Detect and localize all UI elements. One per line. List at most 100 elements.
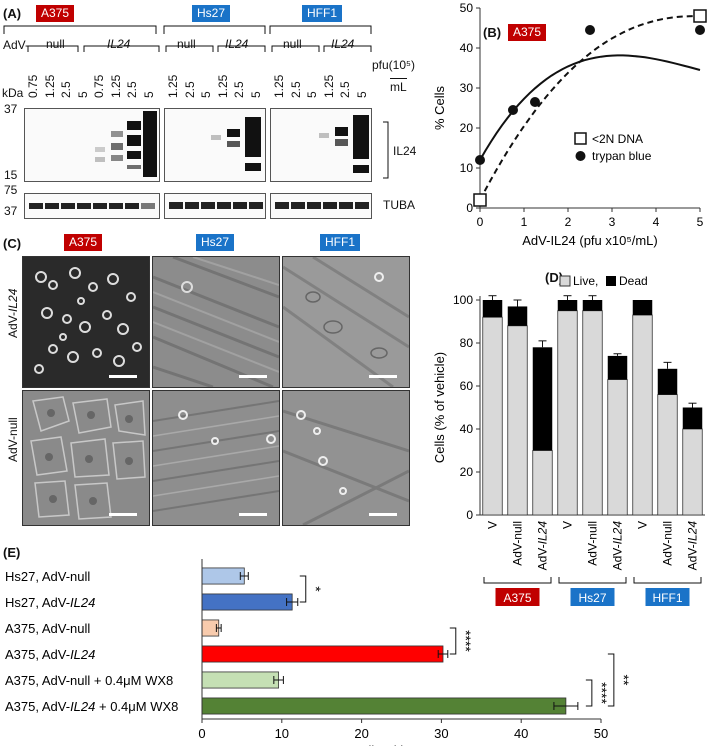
bar: [201, 593, 293, 611]
y-axis-label: % Cells: [432, 85, 447, 130]
tag-hff1: HFF1: [302, 5, 342, 22]
y-axis-label: Cells (% of vehicle): [432, 352, 447, 463]
dose-label: 5: [199, 91, 213, 98]
y-tick-label: 20: [460, 121, 474, 135]
image-hs27-null: [152, 390, 280, 526]
scalebar: [109, 375, 137, 378]
point-2n-dna: [693, 9, 707, 23]
dose-label: 1.25: [272, 74, 286, 98]
scalebar: [369, 375, 397, 378]
category-label: AdV-null: [661, 521, 675, 566]
x-tick-label: 10: [275, 726, 289, 741]
bar-live: [632, 314, 653, 516]
bar-dead: [657, 368, 678, 395]
panel-letter-c: (C): [3, 236, 22, 251]
y-tick-label: 50: [460, 1, 474, 15]
blot-il24-a375: [24, 108, 160, 182]
scalebar: [239, 375, 267, 378]
image-a375-null: [22, 390, 150, 526]
significance-bracket: [607, 653, 615, 707]
x-tick-label: 50: [594, 726, 608, 741]
x-tick-label: 30: [434, 726, 448, 741]
legend-label-dead: Dead: [619, 274, 648, 288]
dose-label: 1.25: [166, 74, 180, 98]
bar-live: [557, 310, 578, 516]
bar-live: [532, 450, 553, 516]
cells-hff1-null: [283, 409, 409, 525]
marker-37-top: 37: [4, 102, 18, 116]
significance-label: ****: [458, 630, 474, 652]
bar-dead: [482, 300, 503, 318]
tag-c-a375: A375: [64, 234, 103, 251]
dose-label: 0.75: [26, 74, 40, 98]
category-label: V: [486, 521, 500, 529]
dose-label: 2.5: [232, 81, 246, 98]
group-tag: [570, 588, 615, 606]
dose-label: 1.25: [108, 74, 123, 98]
tag-c-hff1: HFF1: [320, 234, 360, 251]
panel-letter-d: (D): [545, 270, 564, 285]
group-tag-label: A375: [503, 591, 531, 605]
point-trypan-blue: [475, 155, 485, 165]
tuba-bands-hs27: [169, 202, 263, 209]
category-label: AdV-IL24: [611, 521, 625, 571]
dose-label: 2.5: [59, 81, 73, 98]
bar-live: [582, 310, 603, 516]
il24-label-hs27: IL24: [225, 37, 249, 51]
x-tick-label: 5: [697, 215, 704, 229]
category-label: A375, AdV-IL24 + 0.4μM WX8: [5, 699, 178, 714]
tag-hs27: Hs27: [192, 5, 231, 22]
dose-label: 2.5: [338, 81, 352, 98]
category-label: A375, AdV-IL24: [5, 647, 95, 662]
panel-a-brackets: [3, 25, 389, 179]
legend-label-2n-dna: <2N DNA: [592, 132, 643, 146]
unit-line2: mL: [390, 78, 407, 94]
legend-label-trypan-blue: trypan blue: [592, 149, 652, 163]
series-line-2n-dna: [479, 15, 700, 201]
image-a375-il24: [22, 256, 150, 388]
dose-label: 2.5: [182, 81, 197, 98]
chart-b: 0 10 20 30 40 50 0 1 2 3 4 5 AdV-IL24 (pfu x10⁵/mL)%…: [432, 1, 707, 248]
scalebar: [239, 513, 267, 516]
bar-dead: [507, 306, 528, 326]
image-hs27-il24: [152, 256, 280, 388]
significance-bracket: [299, 575, 307, 603]
significance-bracket: [585, 679, 593, 707]
point-2n-dna: [473, 193, 487, 207]
null-label-hff1: null: [283, 37, 302, 51]
y-tick-label: 10: [460, 161, 474, 175]
dose-label: 0.75: [92, 74, 106, 98]
group-bracket: [483, 577, 552, 584]
dose-label: 5: [305, 91, 319, 98]
dose-label: 2.5: [288, 81, 303, 98]
marker-15: 15: [4, 168, 18, 182]
cells-hs27-il24: [153, 257, 279, 387]
significance-label: ****: [594, 682, 610, 704]
chart-e: Hs27, AdV-null Hs27, AdV-IL24 A375, AdV-nu…: [5, 559, 632, 746]
bar: [201, 697, 567, 715]
point-trypan-blue: [530, 97, 540, 107]
y-tick-label: 0: [466, 201, 473, 215]
bar-dead: [532, 347, 553, 451]
x-tick-label: 1: [521, 215, 528, 229]
dose-label: 1.25: [215, 74, 230, 98]
legend-marker-trypan-blue: [575, 151, 586, 161]
bar-live: [482, 316, 503, 516]
dose-label: 1.25: [42, 74, 57, 98]
x-tick-label: 4: [653, 215, 660, 229]
bar: [201, 567, 245, 585]
cells-hs27-null: [153, 400, 279, 512]
x-tick-label: 2: [565, 215, 572, 229]
scalebar: [369, 513, 397, 516]
bar-dead: [582, 300, 603, 311]
dose-label: 1.25: [321, 74, 336, 98]
category-label: Hs27, AdV-IL24: [5, 595, 95, 610]
legend-label-live: Live,: [573, 274, 598, 288]
bar-dead: [632, 300, 653, 316]
scalebar: [109, 513, 137, 516]
category-label: AdV-null: [586, 521, 600, 566]
il24-bands-hs27: [211, 117, 261, 171]
y-tick-label: 40: [460, 422, 474, 436]
blot-tuba-hs27: [164, 193, 266, 219]
blot-il24-hff1: [270, 108, 372, 182]
